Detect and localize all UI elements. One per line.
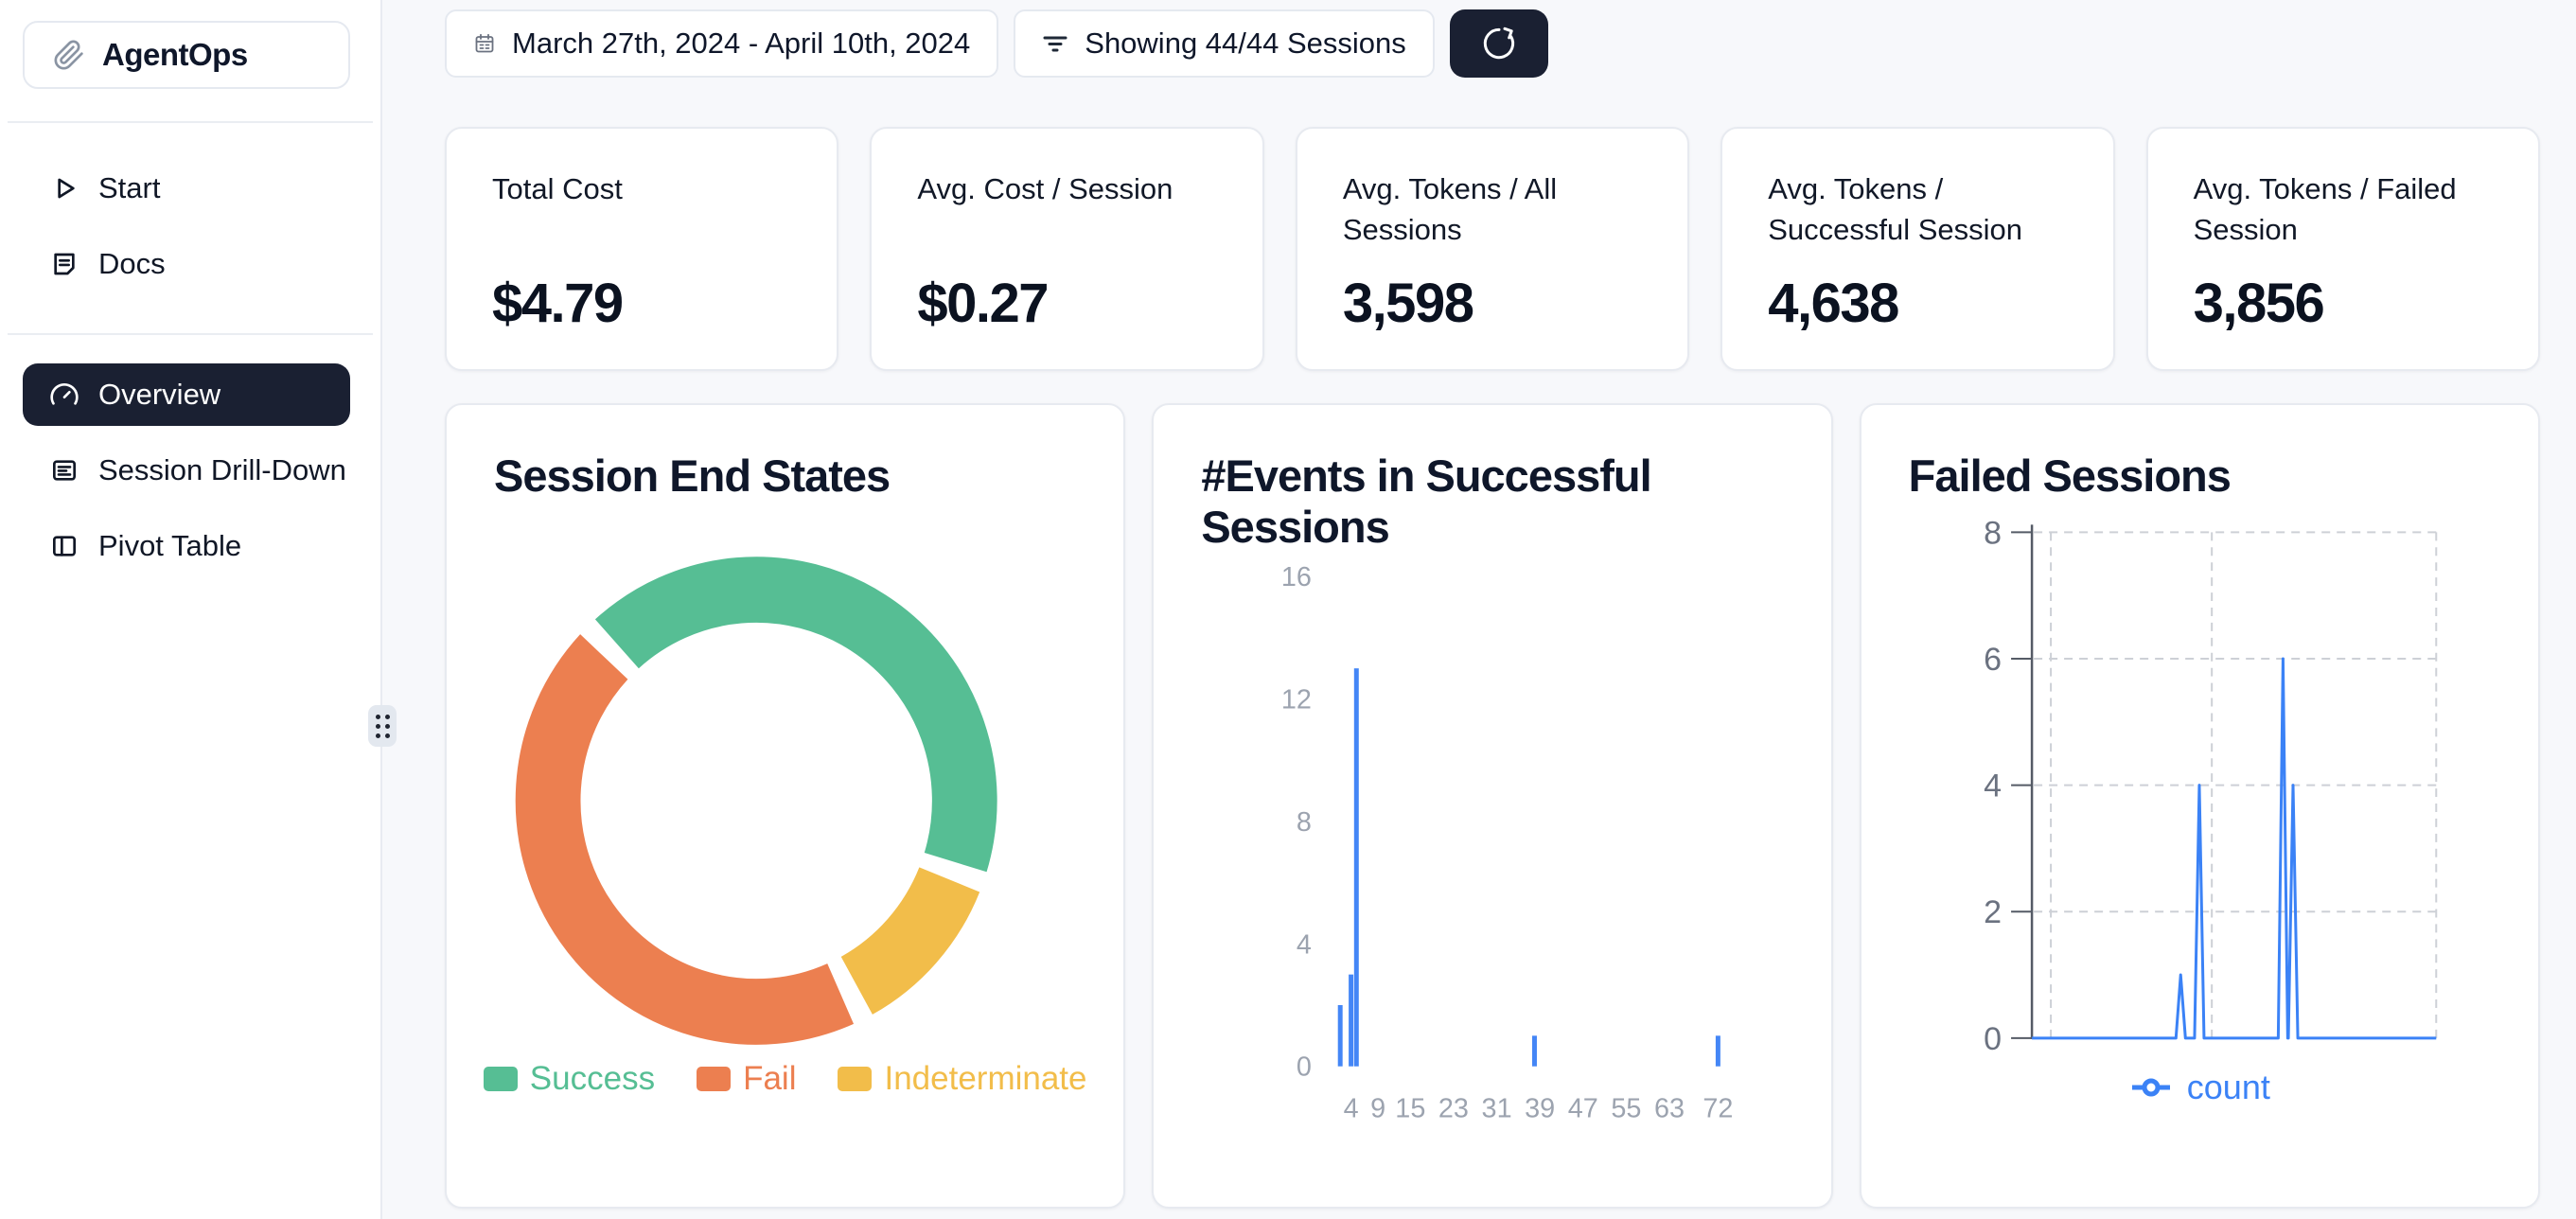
sidebar-item-label: Overview — [98, 378, 221, 411]
app-title: AgentOps — [102, 37, 248, 72]
legend-item-indeterminate[interactable]: Indeterminate — [838, 1060, 1087, 1098]
sidebar: AgentOps Start Docs Overview — [0, 0, 382, 1219]
stat-value: $4.79 — [492, 273, 624, 334]
events-histogram-card: #Events in Successful Sessions 0 4 8 12 16 4 9… — [1152, 403, 1833, 1209]
sidebar-resize-handle[interactable] — [368, 705, 397, 747]
donut-legend: Success Fail Indeterminate — [447, 1060, 1123, 1098]
legend-label: Success — [529, 1060, 656, 1097]
stat-value: $0.27 — [917, 273, 1049, 334]
chart-title: Session End States — [494, 450, 891, 501]
sidebar-item-docs[interactable]: Docs — [23, 233, 350, 295]
svg-text:39: 39 — [1525, 1093, 1555, 1123]
sidebar-divider — [8, 333, 373, 335]
stat-value: 4,638 — [1768, 273, 1899, 334]
sessions-filter-button[interactable]: Showing 44/44 Sessions — [1014, 9, 1435, 78]
refresh-icon — [1480, 25, 1518, 62]
stat-label: Avg. Tokens / Failed Session — [2193, 172, 2457, 247]
chart-title: Failed Sessions — [1908, 450, 2232, 501]
legend-item-success[interactable]: Success — [483, 1060, 656, 1098]
pivot-table-icon — [49, 531, 79, 561]
svg-text:4: 4 — [1984, 768, 2002, 804]
sidebar-item-session-drill-down[interactable]: Session Drill-Down — [23, 439, 350, 502]
stat-label: Avg. Tokens / Successful Session — [1768, 172, 2023, 247]
fail-swatch — [697, 1067, 732, 1091]
success-swatch — [483, 1067, 518, 1091]
line-marker-icon — [2131, 1078, 2170, 1097]
failed-sessions-card: Failed Sessions 0 2 4 6 8 count — [1859, 403, 2540, 1209]
svg-text:0: 0 — [1984, 1021, 2002, 1057]
document-icon — [49, 249, 79, 279]
sidebar-item-label: Start — [98, 171, 161, 204]
svg-text:4: 4 — [1344, 1093, 1359, 1123]
session-end-states-card: Session End States Success Fail Indeterm… — [445, 403, 1126, 1209]
stat-card-avg-cost-session: Avg. Cost / Session $0.27 — [870, 127, 1264, 371]
paperclip-icon — [53, 39, 85, 71]
date-range-button[interactable]: March 27th, 2024 - April 10th, 2024 — [445, 9, 999, 78]
failed-sessions-line-chart: 0 2 4 6 8 — [1984, 515, 2437, 1057]
indeterminate-swatch — [838, 1067, 873, 1091]
svg-text:47: 47 — [1568, 1093, 1598, 1123]
legend-label: Fail — [743, 1060, 797, 1097]
legend-label: Indeterminate — [884, 1060, 1087, 1097]
stat-label: Avg. Tokens / All Sessions — [1342, 172, 1558, 247]
svg-text:31: 31 — [1482, 1093, 1512, 1123]
date-range-label: March 27th, 2024 - April 10th, 2024 — [512, 26, 971, 60]
sidebar-item-overview[interactable]: Overview — [23, 363, 350, 426]
svg-text:72: 72 — [1703, 1093, 1734, 1123]
svg-text:2: 2 — [1984, 894, 2002, 930]
stat-label: Total Cost — [492, 172, 623, 205]
legend-item-fail[interactable]: Fail — [697, 1060, 796, 1098]
stat-card-avg-tokens-successful: Avg. Tokens / Successful Session 4,638 — [1720, 127, 2115, 371]
stats-row: Total Cost $4.79 Avg. Cost / Session $0.… — [445, 127, 2541, 371]
sidebar-item-pivot-table[interactable]: Pivot Table — [23, 515, 350, 577]
stat-card-avg-tokens-failed: Avg. Tokens / Failed Session 3,856 — [2145, 127, 2541, 371]
svg-text:16: 16 — [1281, 562, 1312, 592]
sidebar-item-label: Session Drill-Down — [98, 453, 346, 486]
stat-value: 3,598 — [1342, 273, 1474, 334]
stat-label: Avg. Cost / Session — [917, 172, 1173, 205]
svg-text:55: 55 — [1612, 1093, 1642, 1123]
sidebar-item-label: Pivot Table — [98, 529, 242, 562]
sidebar-item-label: Docs — [98, 247, 166, 280]
svg-text:63: 63 — [1654, 1093, 1685, 1123]
calendar-icon — [473, 32, 496, 55]
stat-card-total-cost: Total Cost $4.79 — [445, 127, 839, 371]
refresh-button[interactable] — [1449, 9, 1548, 78]
svg-text:8: 8 — [1297, 807, 1312, 838]
svg-text:12: 12 — [1281, 684, 1312, 715]
gauge-icon — [49, 380, 79, 410]
stat-card-avg-tokens-all: Avg. Tokens / All Sessions 3,598 — [1295, 127, 1690, 371]
svg-text:15: 15 — [1396, 1093, 1426, 1123]
legend-label: count — [2186, 1068, 2270, 1106]
stat-value: 3,856 — [2193, 273, 2325, 334]
agentops-logo-button[interactable]: AgentOps — [23, 21, 350, 89]
filter-lines-icon — [1042, 30, 1068, 57]
svg-text:0: 0 — [1297, 1052, 1312, 1083]
svg-text:9: 9 — [1370, 1093, 1385, 1123]
sidebar-item-start[interactable]: Start — [23, 157, 350, 220]
play-icon — [49, 173, 79, 203]
main-content: March 27th, 2024 - April 10th, 2024 Show… — [384, 0, 2576, 1219]
chart-title: #Events in Successful Sessions — [1201, 450, 1651, 553]
donut-chart — [515, 556, 997, 1045]
session-list-icon — [49, 455, 79, 486]
svg-text:4: 4 — [1297, 929, 1312, 960]
svg-text:6: 6 — [1984, 642, 2002, 678]
toolbar: March 27th, 2024 - April 10th, 2024 Show… — [445, 9, 2540, 78]
sidebar-divider — [8, 121, 373, 123]
sessions-filter-label: Showing 44/44 Sessions — [1085, 26, 1406, 60]
charts-row: Session End States Success Fail Indeterm… — [445, 403, 2540, 1209]
count-legend[interactable]: count — [1861, 1068, 2538, 1107]
svg-text:8: 8 — [1984, 515, 2002, 551]
svg-text:23: 23 — [1438, 1093, 1469, 1123]
